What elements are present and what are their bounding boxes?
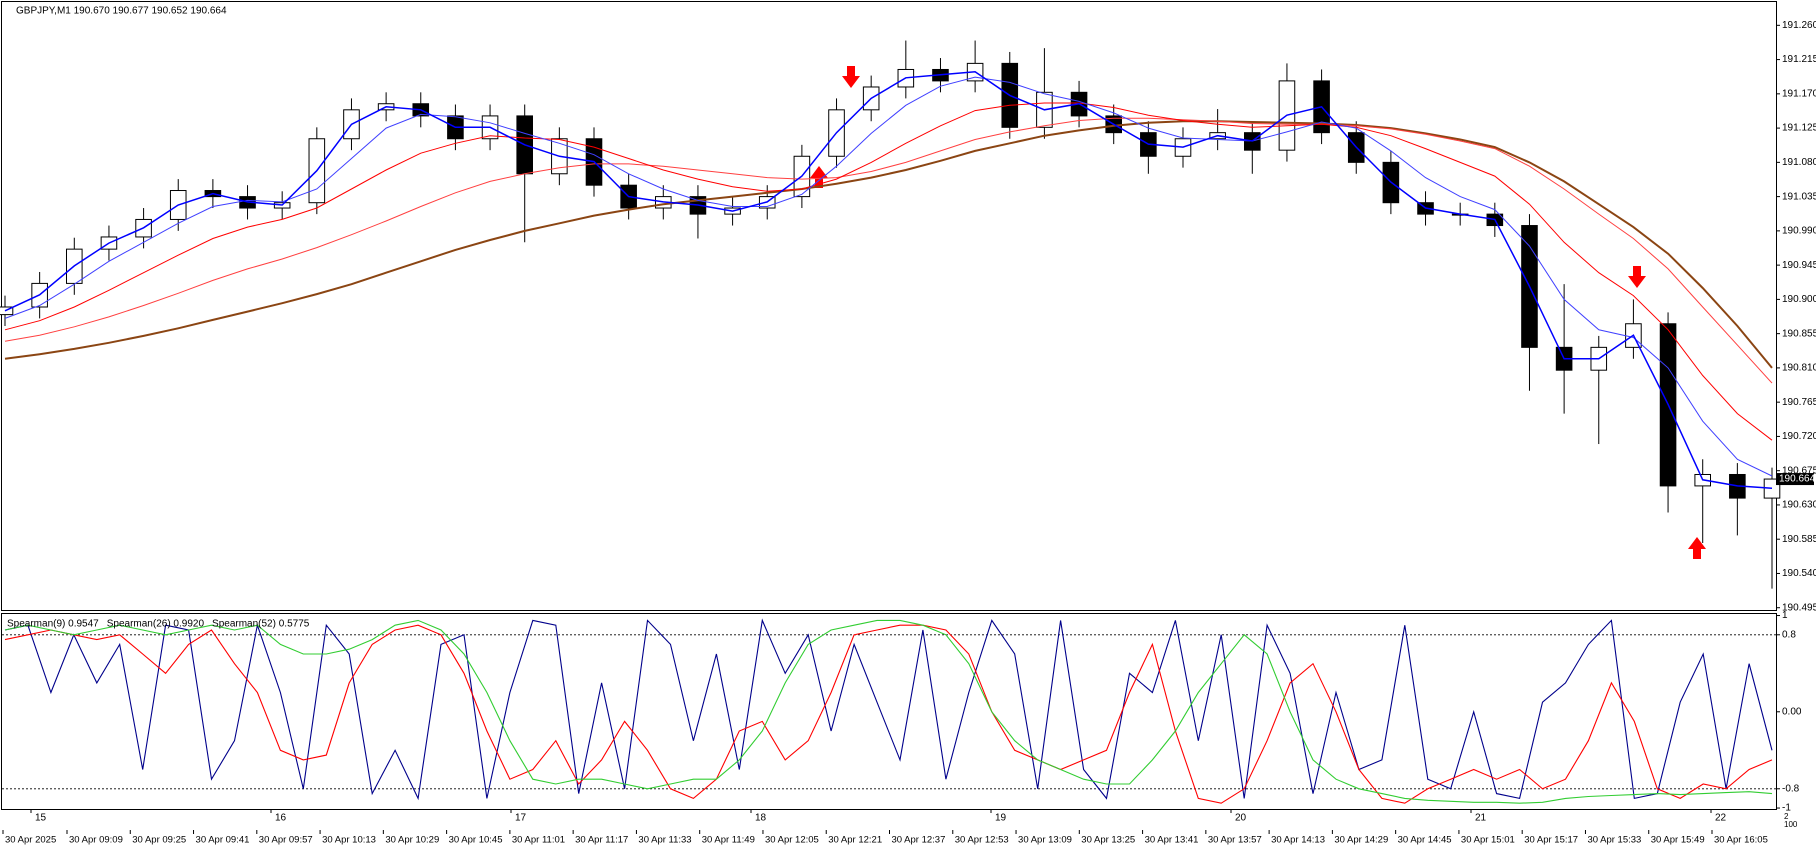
time-label: 30 Apr 15:01 [1461,835,1515,846]
indicator-line [4,619,1773,804]
time-label: 30 Apr 10:29 [385,835,439,846]
time-label: 30 Apr 12:21 [828,835,882,846]
sell-arrow [842,66,860,88]
time-label: 30 Apr 11:33 [638,835,691,846]
y-tick-label: 190.810 [1782,363,1816,374]
time-label: 30 Apr 11:49 [702,835,755,846]
time-label: 30 Apr 15:17 [1524,835,1578,846]
y-tick-label: 190.585 [1782,534,1816,545]
y-tick-label: 190.495 [1782,602,1816,613]
day-label: 20 [1235,813,1247,824]
moving-average [4,76,1773,477]
y-tick-label: 191.170 [1782,88,1816,99]
y-tick-label: 190.765 [1782,397,1816,408]
y-tick-label: 191.125 [1782,123,1816,134]
last-price-tag [1776,473,1814,486]
y-tick-label: 190.720 [1782,431,1816,442]
day-label: 18 [755,813,767,824]
day-label: 15 [35,813,47,824]
time-label: 30 Apr 14:29 [1334,835,1388,846]
day-label: 19 [995,813,1007,824]
y-tick-label: 190.855 [1782,328,1816,339]
buy-arrow [1688,537,1706,559]
y-tick-label: 190.900 [1782,294,1816,305]
y-tick-label: -1 [1782,803,1791,814]
y-tick-label: 190.540 [1782,568,1816,579]
day-label: 16 [275,813,287,824]
time-label: 30 Apr 12:05 [765,835,819,846]
time-label: 30 Apr 14:45 [1398,835,1452,846]
y-tick-label: 191.080 [1782,157,1816,168]
last-price-label: 190.664 [1779,474,1816,485]
time-label: 30 Apr 16:05 [1714,835,1768,846]
time-label: 30 Apr 15:33 [1587,835,1641,846]
day-label: 21 [1475,813,1487,824]
legend-entry: Spearman(26) 0.9920 [107,619,205,630]
price-panel-frame [1,1,1777,611]
y-tick-label: 1 [1782,610,1788,621]
time-label: 30 Apr 13:57 [1208,835,1262,846]
sell-arrow [1628,266,1646,288]
time-label: 30 Apr 10:45 [449,835,503,846]
time-label: 30 Apr 09:25 [132,835,186,846]
time-label: 30 Apr 13:41 [1145,835,1199,846]
buy-arrow [810,166,828,188]
y-tick-label: 190.675 [1782,465,1816,476]
y-tick-label: -0.8 [1782,783,1800,794]
indicator-line [4,624,1773,804]
y-tick-label: 0.8 [1782,629,1796,640]
corner-label: 2 [1784,812,1789,821]
time-label: 30 Apr 12:37 [892,835,946,846]
y-tick-label: 0.00 [1782,706,1802,717]
time-label: 30 Apr 11:01 [512,835,565,846]
moving-average [4,102,1773,441]
corner-label: 100 [1784,820,1798,829]
time-label: 30 Apr 14:13 [1271,835,1325,846]
y-tick-label: 190.945 [1782,260,1816,271]
time-label: 30 Apr 09:41 [196,835,250,846]
moving-average [4,71,1773,489]
y-tick-label: 190.990 [1782,226,1816,237]
candle-body [1763,478,1781,499]
time-label: 30 Apr 11:17 [575,835,628,846]
moving-average [4,117,1773,384]
legend-entry: Spearman(52) 0.5775 [212,619,310,630]
time-label: 30 Apr 09:09 [69,835,123,846]
y-tick-label: 191.215 [1782,54,1816,65]
moving-average [4,120,1773,369]
time-label: 30 Apr 09:57 [259,835,313,846]
legend-entry: Spearman(9) 0.9547 [7,619,99,630]
day-label: 22 [1715,813,1727,824]
day-label: 17 [515,813,527,824]
time-label: 30 Apr 13:09 [1018,835,1072,846]
time-label: 30 Apr 13:25 [1081,835,1135,846]
y-tick-label: 191.260 [1782,20,1816,31]
y-tick-label: 190.630 [1782,500,1816,511]
y-tick-label: 191.035 [1782,191,1816,202]
time-label: 30 Apr 2025 [5,835,56,846]
price-header: GBPJPY,M1 190.670 190.677 190.652 190.66… [16,6,227,17]
time-label: 30 Apr 15:49 [1651,835,1705,846]
indicator-line [4,618,1773,801]
time-label: 30 Apr 10:13 [322,835,376,846]
time-label: 30 Apr 12:53 [955,835,1009,846]
